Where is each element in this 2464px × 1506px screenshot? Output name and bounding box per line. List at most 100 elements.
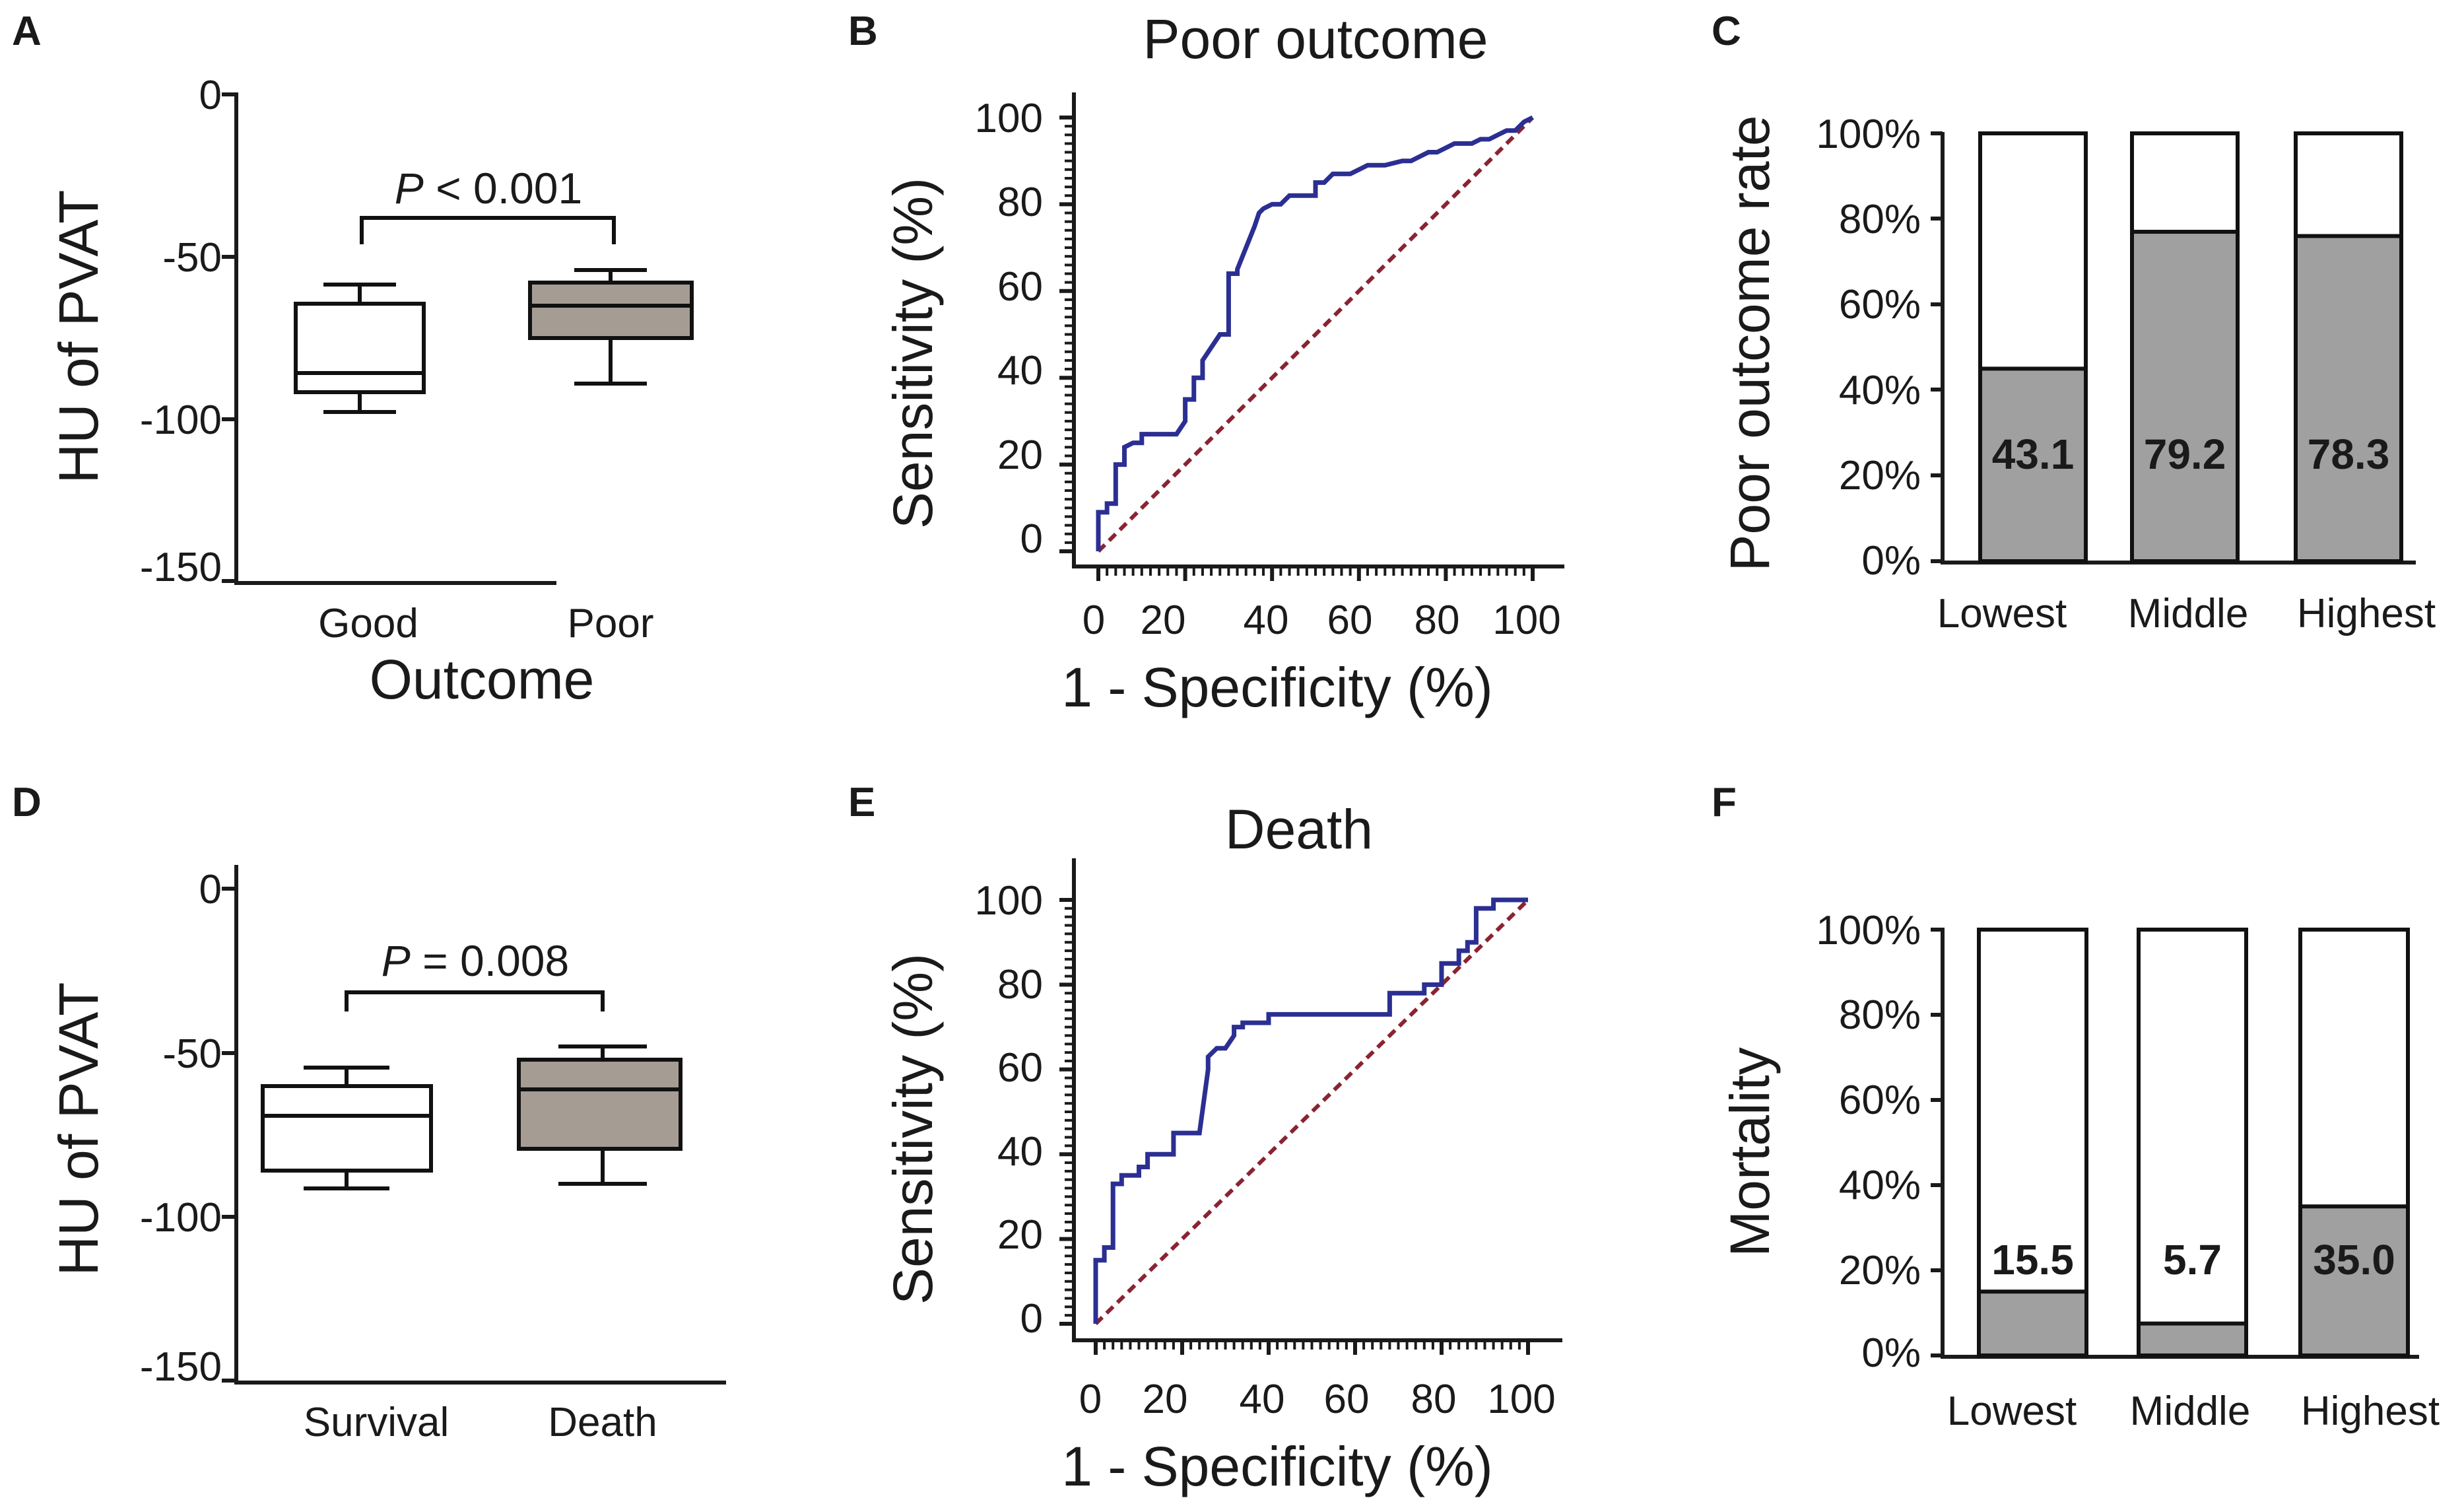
panel-e-xtick: 20	[1143, 1377, 1188, 1422]
panel-c-bar-value-label: 43.1	[1992, 430, 2075, 478]
panel-f-bar-value-label: 15.5	[1991, 1236, 2074, 1284]
panel-f-ytick: 20%	[1839, 1248, 1921, 1293]
panel-e-ytick: 80	[997, 962, 1043, 1008]
panel-a-significance: P < 0.001	[360, 164, 616, 244]
panel-c-bar-value-label: 79.2	[2144, 430, 2226, 478]
panel-b-xtick: 40	[1244, 598, 1289, 643]
panel-c: C Poor outcome rate 0% 20% 40% 60% 80% 1…	[1712, 9, 2436, 636]
panel-a-pvalue: P < 0.001	[395, 164, 582, 213]
panel-b-xtick: 80	[1415, 598, 1460, 643]
panel-letter-a: A	[12, 9, 42, 54]
panel-c-ytick: 80%	[1839, 197, 1921, 242]
panel-d-xtick-death: Death	[548, 1400, 657, 1445]
panel-d-box-survival	[261, 1066, 433, 1190]
panel-c-xtick-middle: Middle	[2128, 591, 2249, 636]
panel-b-title: Poor outcome	[1143, 8, 1488, 70]
panel-c-xtick-lowest: Lowest	[1937, 591, 2067, 636]
panel-d-significance: P = 0.008	[345, 936, 605, 1011]
panel-e-ylabel: Sensitivity (%)	[882, 953, 944, 1305]
panel-letter-c: C	[1712, 9, 1741, 54]
panel-f-ylabel: Mortality	[1719, 1047, 1781, 1256]
panel-letter-f: F	[1712, 780, 1737, 825]
panel-a-xtick-poor: Poor	[568, 601, 654, 646]
panel-f-xtick-lowest: Lowest	[1947, 1388, 2077, 1434]
panel-a-xlabel: Outcome	[370, 648, 595, 710]
panel-a-ytick-0: 0	[199, 73, 222, 118]
panel-a-ytick-2: -100	[140, 397, 222, 443]
panel-e: E Death Sensitivity (%) 0 20 40 60 80 10…	[848, 780, 1562, 1497]
panel-e-xticks: 0 20 40 60 80 100	[1079, 1377, 1556, 1422]
panel-d-ytick-1: -50	[162, 1031, 222, 1077]
panel-f-bars: 15.5 5.7 35.0	[1977, 928, 2410, 1357]
panel-d-ytick-0: 0	[199, 867, 222, 912]
panel-c-bar-value-label: 78.3	[2308, 430, 2390, 478]
panel-d-box-death-rect	[517, 1058, 683, 1151]
panel-f-xtick-highest: Highest	[2301, 1388, 2440, 1434]
panel-a-ytick-1: -50	[162, 235, 222, 281]
panel-e-ytick: 60	[997, 1045, 1043, 1091]
panel-e-xtick: 40	[1240, 1377, 1285, 1422]
panel-b-reference-line	[1096, 116, 1535, 553]
panel-f-bar-value-label: 35.0	[2313, 1236, 2395, 1284]
panel-b-ytick: 80	[997, 180, 1043, 225]
panel-d: D HU of PVAT 0 -50 -100 -150	[12, 780, 726, 1445]
panel-a-box-good-rect	[294, 302, 426, 394]
panel-b-xlabel: 1 - Specificity (%)	[1061, 656, 1492, 718]
panel-e-reference-line	[1094, 898, 1530, 1326]
panel-f-ytick: 80%	[1839, 992, 1921, 1038]
panel-d-ytick-3: -150	[140, 1344, 222, 1390]
panel-e-ytick: 20	[997, 1212, 1043, 1258]
panel-f-bar-outline	[2137, 928, 2248, 1357]
panel-f-ytick: 60%	[1839, 1078, 1921, 1123]
panel-f-bar-fill	[2137, 1321, 2248, 1357]
panel-a-box-poor-rect	[528, 281, 694, 340]
panel-b-xtick: 60	[1327, 598, 1373, 643]
panel-e-xtick: 80	[1411, 1377, 1457, 1422]
panel-d-ytick-2: -100	[140, 1195, 222, 1241]
panel-a-xtick-good: Good	[318, 601, 418, 646]
panel-e-xtick: 60	[1324, 1377, 1370, 1422]
panel-b-ytick: 40	[997, 348, 1043, 394]
panel-d-xtick-survival: Survival	[304, 1400, 450, 1445]
panel-b-yticks: 0 20 40 60 80 100	[975, 96, 1043, 562]
panel-b-ylabel: Sensitivity (%)	[882, 178, 944, 529]
panel-e-roc-curve	[1093, 897, 1528, 1324]
panel-c-bar-fill	[2294, 234, 2403, 563]
panel-c-ytick: 100%	[1816, 112, 1921, 157]
panel-c-bar-fill	[1978, 366, 2088, 564]
panel-c-ytick: 60%	[1839, 282, 1921, 327]
panel-f: F Mortality 0% 20% 40% 60% 80% 100% 15.5…	[1712, 780, 2440, 1434]
panel-letter-b: B	[848, 9, 878, 54]
panel-b-ytick: 60	[997, 264, 1043, 310]
panel-b: B Poor outcome Sensitivity (%) 0 20 40 6…	[848, 8, 1564, 718]
panel-b-xtick: 0	[1082, 598, 1105, 643]
panel-a-box-good	[294, 283, 426, 414]
panel-a-box-poor	[528, 268, 694, 386]
panel-d-ylabel: HU of PVAT	[48, 982, 110, 1276]
panel-c-bar-fill	[2130, 230, 2240, 563]
panel-f-bar-fill	[2298, 1204, 2410, 1357]
panel-e-xtick: 0	[1079, 1377, 1102, 1422]
panel-f-bar-fill	[1977, 1289, 2088, 1357]
panel-a-ytick-3: -150	[140, 545, 222, 590]
panel-c-bars: 43.1 79.2 78.3	[1978, 131, 2403, 564]
panel-letter-d: D	[12, 780, 42, 825]
panel-f-ytick: 40%	[1839, 1163, 1921, 1208]
panel-letter-e: E	[848, 780, 875, 825]
panel-e-ytick: 40	[997, 1129, 1043, 1175]
panel-f-ytick: 100%	[1816, 908, 1921, 953]
panel-c-ytick: 20%	[1839, 453, 1921, 498]
panel-e-xlabel: 1 - Specificity (%)	[1061, 1435, 1492, 1497]
panel-b-ytick: 0	[1020, 516, 1043, 562]
panel-a-ylabel: HU of PVAT	[48, 190, 110, 484]
panel-c-xtick-highest: Highest	[2297, 591, 2436, 636]
panel-a: A HU of PVAT 0 -50 -100 -150	[12, 9, 694, 710]
panel-c-ytick: 0%	[1861, 538, 1921, 584]
panel-e-ytick: 100	[975, 878, 1043, 924]
panel-d-box-survival-rect	[261, 1084, 433, 1173]
panel-b-xtick: 100	[1492, 598, 1560, 643]
panel-b-xticks: 0 20 40 60 80 100	[1082, 598, 1561, 643]
panel-f-ytick: 0%	[1861, 1330, 1921, 1376]
panel-e-yticks: 0 20 40 60 80 100	[975, 878, 1043, 1342]
